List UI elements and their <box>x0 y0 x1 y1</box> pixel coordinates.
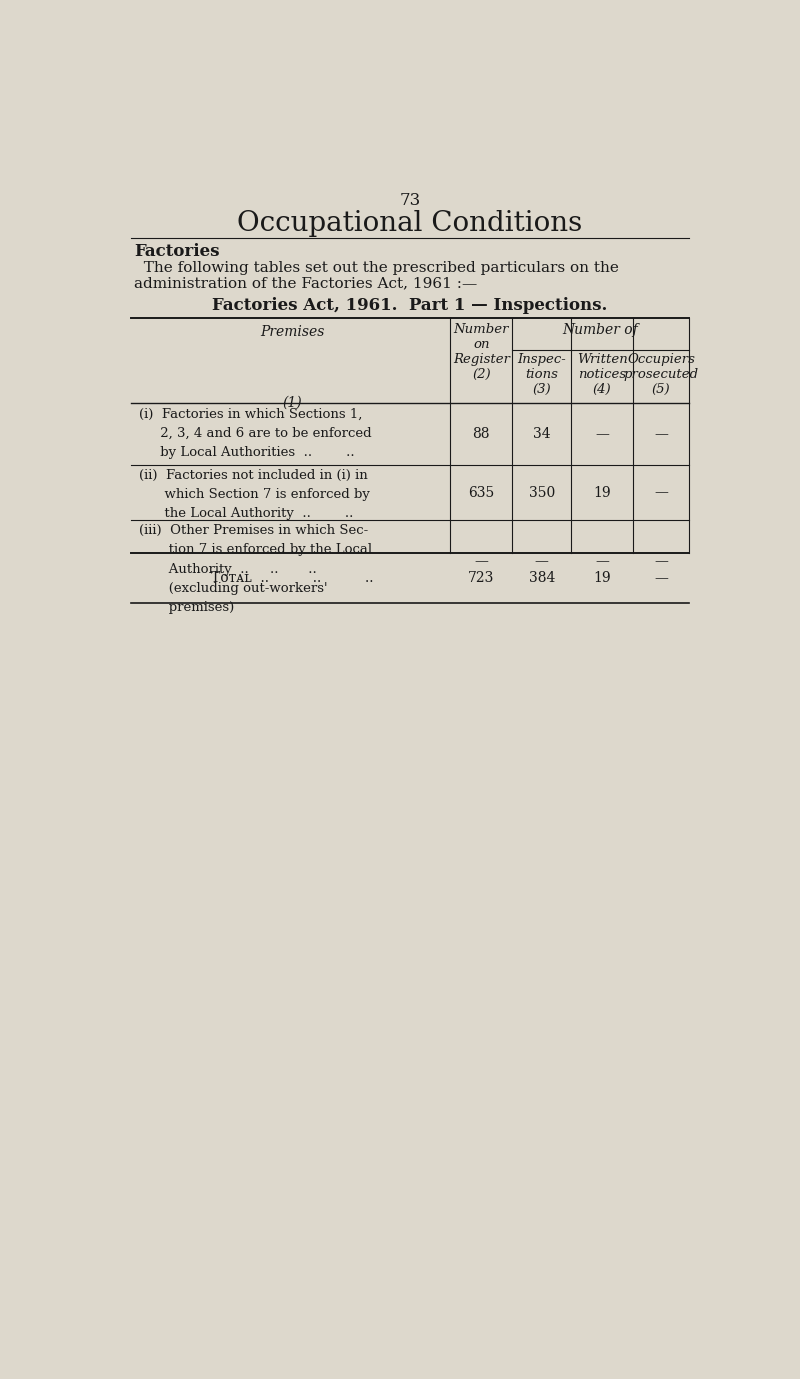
Text: Factories: Factories <box>134 243 219 261</box>
Text: (i)  Factories in which Sections 1,: (i) Factories in which Sections 1, <box>139 408 362 421</box>
Text: —: — <box>535 554 549 568</box>
Text: (1): (1) <box>282 396 302 410</box>
Text: 34: 34 <box>533 427 550 441</box>
Text: Inspec-
tions
(3): Inspec- tions (3) <box>518 353 566 396</box>
Text: which Section 7 is enforced by: which Section 7 is enforced by <box>139 488 370 502</box>
Text: 19: 19 <box>594 571 611 585</box>
Text: premises): premises) <box>139 601 234 614</box>
Text: —: — <box>654 485 668 499</box>
Text: The following tables set out the prescribed particulars on the: The following tables set out the prescri… <box>134 261 619 274</box>
Text: Written
notices
(4): Written notices (4) <box>577 353 627 396</box>
Text: Premises: Premises <box>260 324 324 339</box>
Text: Occupational Conditions: Occupational Conditions <box>238 210 582 237</box>
Text: the Local Authority  ..        ..: the Local Authority .. .. <box>139 507 354 520</box>
Text: 19: 19 <box>594 485 611 499</box>
Text: 73: 73 <box>399 192 421 210</box>
Text: —: — <box>474 554 488 568</box>
Text: —: — <box>595 554 609 568</box>
Text: Authority  ..     ..       ..: Authority .. .. .. <box>139 563 317 575</box>
Text: 723: 723 <box>468 571 494 585</box>
Text: 384: 384 <box>529 571 555 585</box>
Text: (ii)  Factories not included in (i) in: (ii) Factories not included in (i) in <box>139 469 368 483</box>
Text: —: — <box>654 571 668 585</box>
Text: Tᴏᴛᴀʟ  ..          ..          ..: Tᴏᴛᴀʟ .. .. .. <box>211 571 374 585</box>
Text: administration of the Factories Act, 1961 :—: administration of the Factories Act, 196… <box>134 276 478 290</box>
Text: tion 7 is enforced by the Local: tion 7 is enforced by the Local <box>139 543 372 557</box>
Text: Factories Act, 1961.  Part 1 — Inspections.: Factories Act, 1961. Part 1 — Inspection… <box>212 296 608 314</box>
Text: —: — <box>654 554 668 568</box>
Text: Number of: Number of <box>562 323 638 336</box>
Text: 350: 350 <box>529 485 555 499</box>
Text: Occupiers
prosecuted
(5): Occupiers prosecuted (5) <box>623 353 698 396</box>
Text: 635: 635 <box>468 485 494 499</box>
Text: (iii)  Other Premises in which Sec-: (iii) Other Premises in which Sec- <box>139 524 368 538</box>
Text: (excluding out-workers': (excluding out-workers' <box>139 582 328 594</box>
Text: 88: 88 <box>473 427 490 441</box>
Text: by Local Authorities  ..        ..: by Local Authorities .. .. <box>139 445 354 459</box>
Text: 2, 3, 4 and 6 are to be enforced: 2, 3, 4 and 6 are to be enforced <box>139 426 372 440</box>
Text: Number
on
Register
(2): Number on Register (2) <box>453 323 510 381</box>
Text: —: — <box>595 427 609 441</box>
Text: —: — <box>654 427 668 441</box>
